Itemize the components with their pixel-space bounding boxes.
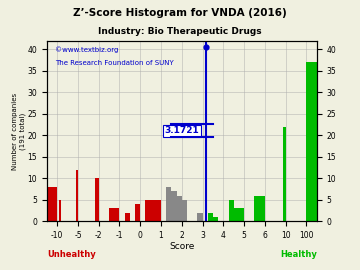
Bar [166,187,171,221]
Bar [197,213,203,221]
Text: 3.1721: 3.1721 [165,126,199,136]
Bar [125,213,130,221]
Bar [150,200,156,221]
Bar [109,208,120,221]
Bar [135,204,140,221]
Bar [177,195,182,221]
Bar [95,178,99,221]
Text: The Research Foundation of SUNY: The Research Foundation of SUNY [55,60,174,66]
Bar [76,170,78,221]
Bar [229,200,234,221]
Text: Healthy: Healthy [280,250,317,259]
Bar [208,213,213,221]
Bar [306,62,317,221]
Bar [239,208,244,221]
Bar [145,200,150,221]
Text: ©www.textbiz.org: ©www.textbiz.org [55,46,118,53]
Bar [283,127,286,221]
Bar [182,200,187,221]
Y-axis label: Number of companies
(191 total): Number of companies (191 total) [13,92,26,170]
Bar [59,200,61,221]
Text: Industry: Bio Therapeutic Drugs: Industry: Bio Therapeutic Drugs [98,27,262,36]
Bar [234,208,239,221]
Text: Unhealthy: Unhealthy [47,250,95,259]
X-axis label: Score: Score [169,241,194,251]
Bar [156,200,161,221]
Bar [171,191,177,221]
Text: Z’-Score Histogram for VNDA (2016): Z’-Score Histogram for VNDA (2016) [73,8,287,18]
Bar [255,195,265,221]
Bar [47,187,57,221]
Bar [213,217,218,221]
